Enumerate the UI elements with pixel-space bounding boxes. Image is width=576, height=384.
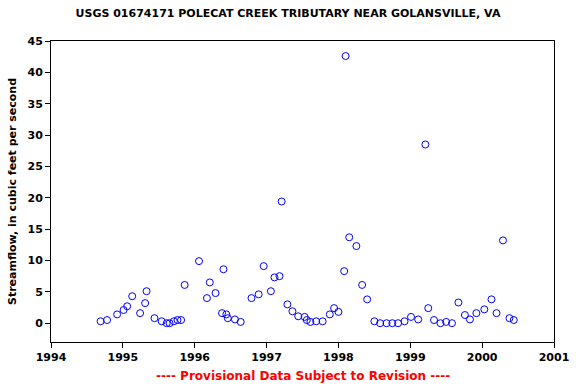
- svg-text:2001: 2001: [539, 351, 570, 364]
- svg-text:1995: 1995: [108, 351, 139, 364]
- svg-text:45: 45: [27, 35, 42, 48]
- svg-text:40: 40: [27, 66, 43, 79]
- svg-text:1999: 1999: [395, 351, 426, 364]
- svg-text:0: 0: [35, 317, 43, 330]
- svg-text:35: 35: [27, 98, 42, 111]
- svg-text:1994: 1994: [36, 351, 67, 364]
- svg-text:---- Provisional Data Subject: ---- Provisional Data Subject to Revisio…: [156, 369, 450, 383]
- svg-text:25: 25: [27, 160, 42, 173]
- svg-text:USGS 01674171 POLECAT CREEK TR: USGS 01674171 POLECAT CREEK TRIBUTARY NE…: [76, 7, 501, 20]
- svg-text:30: 30: [27, 129, 43, 142]
- svg-text:20: 20: [27, 192, 43, 205]
- svg-text:2000: 2000: [467, 351, 498, 364]
- svg-text:5: 5: [35, 286, 43, 299]
- svg-text:1996: 1996: [179, 351, 210, 364]
- svg-text:10: 10: [27, 254, 43, 267]
- svg-text:1998: 1998: [323, 351, 354, 364]
- svg-text:15: 15: [27, 223, 42, 236]
- svg-text:Streamflow, in cubic feet per: Streamflow, in cubic feet per second: [6, 78, 19, 305]
- svg-text:1997: 1997: [251, 351, 282, 364]
